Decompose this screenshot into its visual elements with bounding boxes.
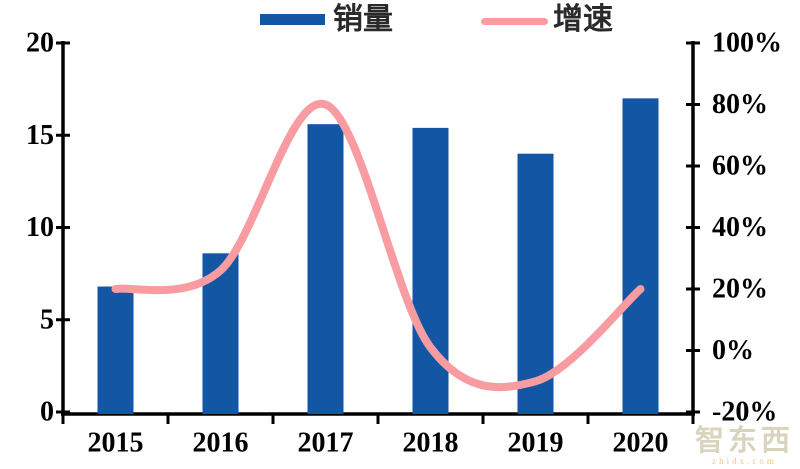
left-axis-tick-label: 5 [40, 304, 54, 335]
x-axis-category-label: 2019 [508, 428, 564, 459]
left-axis-tick-label: 20 [26, 28, 54, 59]
x-axis-category-label: 2020 [613, 428, 669, 459]
left-axis-tick-label: 10 [26, 212, 54, 243]
right-axis-tick-label: 0% [712, 335, 754, 366]
right-axis-tick-label: -20% [712, 397, 777, 428]
right-axis-tick-label: 60% [712, 151, 768, 182]
right-axis-tick-label: 80% [712, 89, 768, 120]
bar-2017 [307, 124, 344, 415]
growth-line [111, 99, 645, 392]
x-axis-category-label: 2016 [193, 428, 249, 459]
bar-2018 [412, 127, 449, 415]
x-axis-category-label: 2017 [298, 428, 354, 459]
right-axis-tick-label: 100% [712, 28, 782, 59]
legend-growth-label: 增速 [553, 3, 613, 36]
legend-sales-label: 销量 [333, 3, 393, 36]
legend: 销量 增速 [0, 0, 800, 40]
left-axis-tick-label: 15 [26, 120, 54, 151]
x-axis-category-label: 2015 [88, 428, 144, 459]
legend-growth-swatch [481, 18, 548, 25]
left-axis-tick-label: 0 [40, 397, 54, 428]
legend-sales-swatch [260, 14, 325, 25]
x-axis-category-label: 2018 [403, 428, 459, 459]
bar-2019 [517, 153, 554, 414]
bar-2020 [622, 98, 659, 414]
right-axis-tick-label: 40% [712, 212, 768, 243]
bar-2015 [97, 286, 134, 414]
right-axis-tick-label: 20% [712, 274, 768, 305]
